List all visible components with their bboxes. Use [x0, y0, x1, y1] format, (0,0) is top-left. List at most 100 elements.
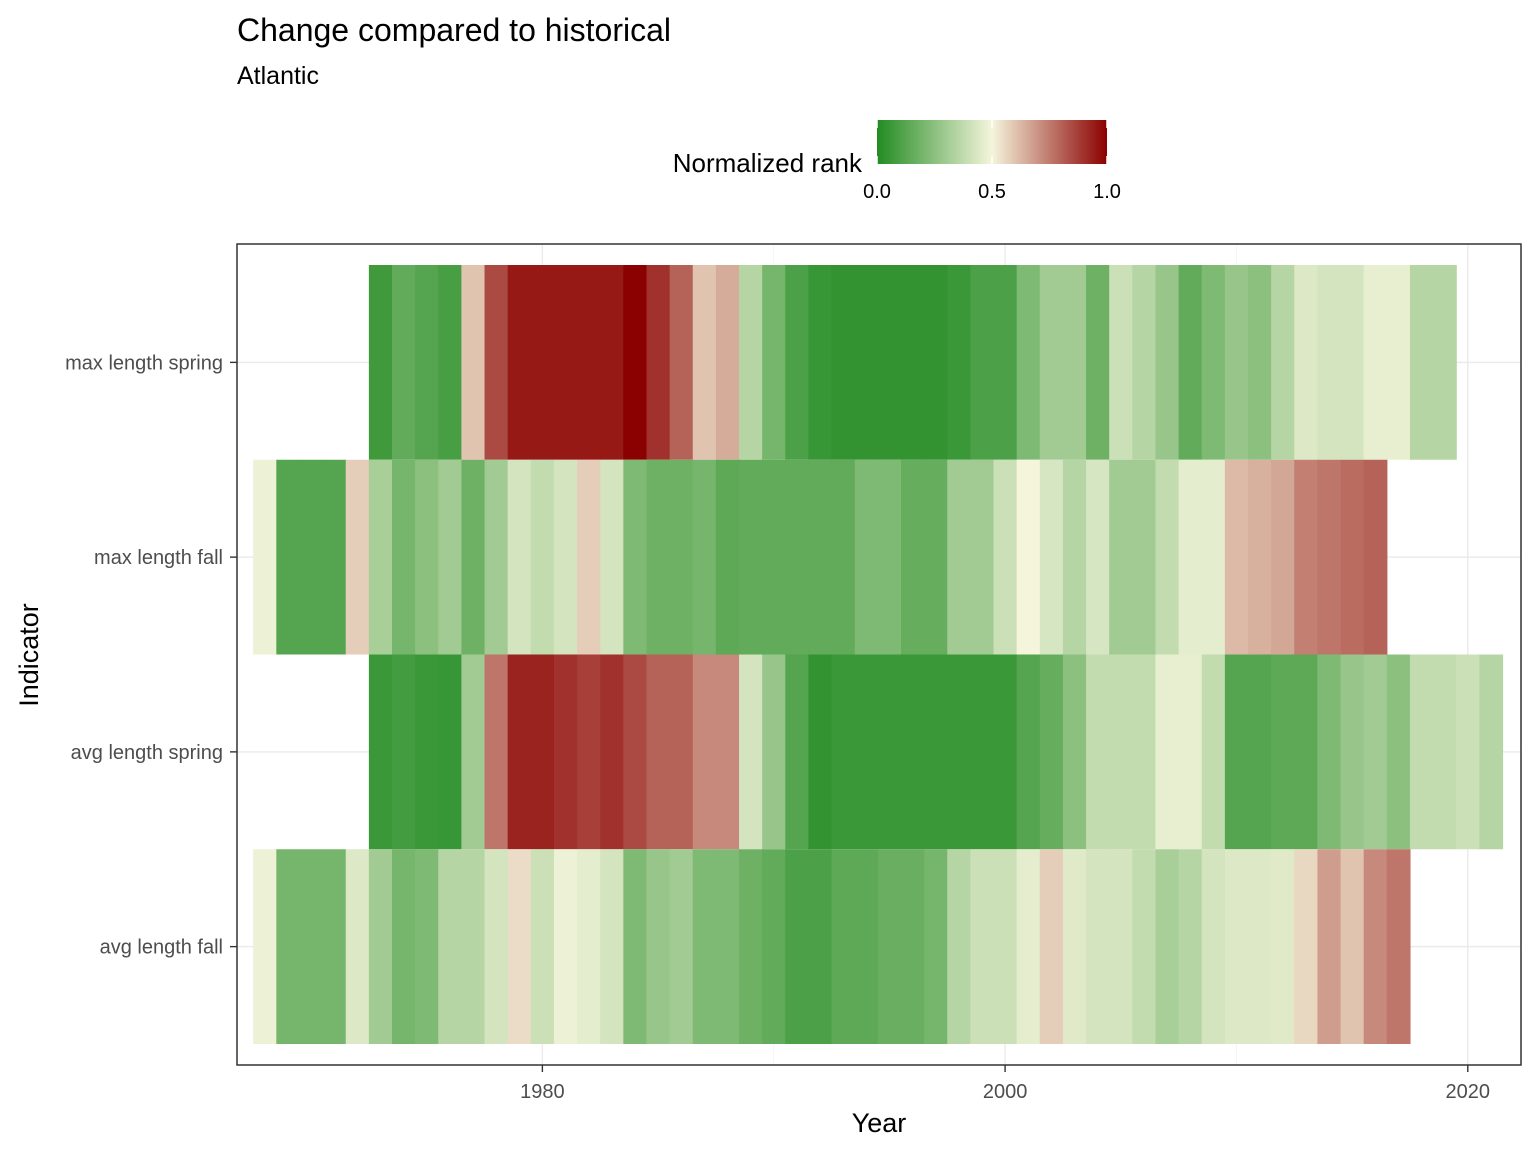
heatmap-tile	[1224, 459, 1249, 655]
heatmap-tile	[854, 265, 879, 460]
heatmap-tile	[345, 459, 370, 655]
heatmap-tile	[970, 849, 995, 1044]
legend-title: Normalized rank	[673, 148, 863, 178]
heatmap-tile	[831, 265, 856, 460]
heatmap-tile	[993, 654, 1018, 850]
heatmap-tile	[715, 459, 740, 655]
y-tick-label: max length fall	[94, 547, 223, 569]
heatmap-tile	[392, 849, 416, 1044]
heatmap-tile	[530, 654, 555, 850]
heatmap-tile	[669, 265, 694, 460]
heatmap-tile	[669, 459, 694, 655]
heatmap-tile	[1201, 265, 1226, 460]
heatmap-tile	[392, 265, 416, 460]
heatmap-tile	[993, 265, 1018, 460]
heatmap-tile	[623, 849, 648, 1044]
heatmap-tile	[1271, 265, 1295, 460]
heatmap-tile	[785, 459, 810, 655]
heatmap-tile	[1363, 654, 1388, 850]
heatmap-tile	[900, 265, 925, 460]
heatmap-tile	[1224, 265, 1249, 460]
heatmap-tile	[646, 654, 671, 850]
heatmap-tile	[1109, 849, 1133, 1044]
heatmap-tile	[854, 459, 879, 655]
heatmap-tile	[715, 849, 740, 1044]
heatmap-tile	[1248, 654, 1272, 850]
heatmap-tile	[1016, 265, 1041, 460]
heatmap-tile	[1340, 849, 1365, 1044]
heatmap-tile	[1294, 265, 1319, 460]
heatmap-tile	[345, 849, 370, 1044]
heatmap-tile	[276, 849, 301, 1044]
heatmap-tile	[1386, 849, 1411, 1044]
heatmap-tile	[461, 459, 486, 655]
heatmap-tile	[970, 654, 995, 850]
heatmap-tile	[623, 459, 648, 655]
heatmap-tile	[947, 654, 971, 850]
heatmap-tile	[1317, 265, 1342, 460]
heatmap-tile	[877, 265, 902, 460]
heatmap-tile	[1363, 849, 1388, 1044]
heatmap-tile	[438, 265, 463, 460]
heatmap-tile	[1062, 849, 1087, 1044]
heatmap-tile	[530, 265, 555, 460]
heatmap-tile	[947, 265, 971, 460]
heatmap-tile	[507, 654, 532, 850]
heatmap-tile	[507, 459, 532, 655]
heatmap-tile	[623, 265, 648, 460]
heatmap-tile	[368, 849, 393, 1044]
heatmap-tile	[692, 265, 717, 460]
heatmap-tile	[1039, 654, 1064, 850]
heatmap-tile	[1178, 265, 1203, 460]
heatmap-tile	[1132, 459, 1157, 655]
heatmap-tile	[415, 654, 439, 850]
heatmap-tile	[1155, 654, 1180, 850]
heatmap-tile	[1201, 459, 1226, 655]
heatmap-tile	[1409, 265, 1434, 460]
heatmap-tile	[600, 265, 624, 460]
heatmap-tile	[1132, 849, 1157, 1044]
legend-tick-label: 0.0	[863, 181, 891, 203]
heatmap-tile	[415, 459, 439, 655]
heatmap-tile	[1109, 654, 1133, 850]
heatmap-tile	[831, 459, 856, 655]
heatmap-tile	[924, 849, 948, 1044]
heatmap-tile	[1109, 265, 1133, 460]
x-axis-title: Year	[852, 1108, 907, 1138]
heatmap-tile	[368, 459, 393, 655]
heatmap-tile	[253, 459, 277, 655]
heatmap-tile	[785, 849, 810, 1044]
heatmap-tile	[1271, 459, 1295, 655]
chart-subtitle: Atlantic	[237, 62, 319, 90]
heatmap-tile	[299, 849, 324, 1044]
heatmap-tile	[808, 849, 833, 1044]
heatmap-tile	[900, 849, 925, 1044]
heatmap-tile	[253, 849, 277, 1044]
heatmap-tile	[299, 459, 324, 655]
y-tick-label: max length spring	[65, 352, 223, 374]
heatmap-tile	[1132, 265, 1157, 460]
heatmap-tile	[1271, 849, 1295, 1044]
heatmap-tile	[322, 849, 347, 1044]
x-tick-label: 2020	[1446, 1081, 1491, 1103]
heatmap-tile	[577, 265, 601, 460]
heatmap-tile	[1039, 459, 1064, 655]
heatmap-tile	[877, 459, 902, 655]
heatmap-tile	[1248, 849, 1272, 1044]
heatmap-tile	[739, 459, 763, 655]
heatmap-tile	[1363, 459, 1388, 655]
heatmap-tile	[484, 459, 509, 655]
heatmap-tile	[762, 654, 786, 850]
heatmap-tile	[1363, 265, 1388, 460]
heatmap-tile	[553, 459, 578, 655]
heatmap-tile	[1201, 654, 1226, 850]
heatmap-tile	[1178, 459, 1203, 655]
heatmap-tile	[507, 849, 532, 1044]
heatmap-tile	[1433, 654, 1457, 850]
heatmap-tile	[739, 654, 763, 850]
heatmap-tile	[993, 459, 1018, 655]
heatmap-tile	[831, 849, 856, 1044]
heatmap-tile	[970, 265, 995, 460]
heatmap-tile	[438, 849, 463, 1044]
